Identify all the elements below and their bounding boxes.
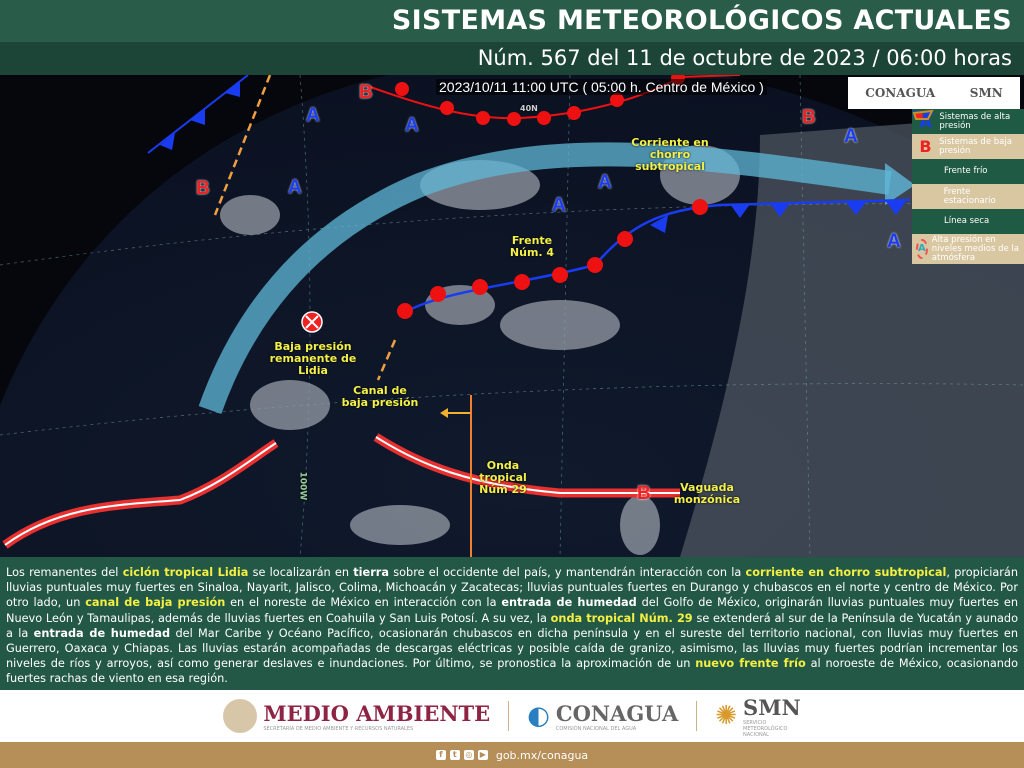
highlight: canal de baja presión — [85, 596, 226, 610]
high-pressure-symbol: A — [288, 177, 302, 198]
jet-stream-label: Corriente en chorro subtropical — [631, 136, 709, 173]
lidia-label: Baja presión remanente de Lidia — [269, 340, 357, 377]
legend-label: Alta presión en niveles medios de la atm… — [931, 234, 1019, 263]
lon-label: 100W — [297, 471, 308, 501]
highlight: ciclón tropical Lidia — [122, 566, 249, 579]
tropical-wave-label: Onda tropical Núm 29 — [479, 459, 527, 496]
text: sobre el occidente del país, y mantendrá… — [388, 566, 746, 579]
divider — [696, 701, 698, 731]
conagua-subtext: COMISIÓN NACIONAL DEL AGUA — [555, 725, 637, 732]
smn-text: SMN — [743, 694, 801, 720]
highlight: nuevo frente frío — [695, 657, 806, 671]
mid-level-high-icon: A — [916, 239, 928, 259]
jet-stream-arrowhead — [885, 163, 915, 205]
text: se extenderá al sur de la Península de Y… — [6, 611, 1018, 640]
low-pressure-symbol: B — [637, 483, 651, 504]
text: se localizarán en — [248, 566, 354, 579]
legend-item-stationary-front: Frente estacionario — [912, 109, 1024, 209]
high-pressure-symbol: A — [405, 115, 419, 136]
high-pressure-symbol: A — [552, 195, 566, 216]
smn-spiral-icon: ✺ — [715, 701, 738, 731]
legend-item-mid-high: A Alta presión en niveles medios de la at… — [912, 234, 1024, 264]
jet-stream — [198, 142, 892, 414]
high-pressure-symbol: A — [598, 172, 612, 193]
text: del Mar Caribe y Océano Pacífico, ocasio… — [6, 626, 1018, 671]
text: Los remanentes del — [6, 566, 123, 579]
footer-logos: MEDIO AMBIENTE SECRETARÍA DE MEDIO AMBIEN… — [0, 690, 1024, 742]
bulletin-subtitle: Núm. 567 del 11 de octubre de 2023 / 06:… — [0, 42, 1024, 75]
legend-label: Sistemas de alta presión — [939, 111, 1011, 131]
top-logos: CONAGUA SMN — [848, 77, 1020, 109]
nw-cold-front-triangles — [160, 81, 240, 150]
conagua-text: CONAGUA — [555, 700, 679, 726]
medio-ambiente-logo: MEDIO AMBIENTE SECRETARÍA DE MEDIO AMBIEN… — [223, 699, 490, 733]
monsoon-trough-label: Vaguada monzónica — [673, 481, 741, 506]
text: del Golfo de México, originarán lluvias … — [6, 596, 1018, 625]
lidia-low-symbol — [301, 311, 323, 333]
lat-label: 40N — [520, 104, 538, 113]
website-link[interactable]: gob.mx/conagua — [495, 748, 589, 762]
text: al noroeste de México, ocasionando fuert… — [6, 657, 1019, 686]
instagram-icon[interactable]: ◎ — [463, 750, 474, 760]
canal-label: Canal de baja presión — [341, 384, 419, 409]
highlight: onda tropical Núm. 29 — [550, 611, 693, 625]
smn-logo: SMN — [969, 86, 1003, 100]
text: en el noreste de México en interacción c… — [225, 596, 502, 610]
divider — [508, 701, 510, 731]
bold-text: entrada de humedad — [33, 626, 171, 640]
front-label: Frente Núm. 4 — [509, 234, 555, 259]
low-pressure-icon: B — [919, 137, 932, 156]
conagua-logo: ◐ CONAGUA COMISIÓN NACIONAL DEL AGUA — [527, 701, 678, 732]
bold-text: entrada de humedad — [501, 596, 637, 610]
mexico-seal-icon — [223, 699, 258, 733]
medio-ambiente-subtext: SECRETARÍA DE MEDIO AMBIENTE Y RECURSOS … — [263, 725, 414, 732]
high-pressure-symbol: A — [887, 231, 901, 252]
bold-text: tierra — [353, 566, 389, 579]
legend-label: Frente frío — [944, 166, 988, 176]
cold-front-triangles — [650, 200, 907, 233]
legend-item-cold-front: Frente frío — [912, 111, 1024, 184]
legend-item-low: B Sistemas de baja presión — [912, 134, 1024, 159]
forecast-description: Los remanentes del ciclón tropical Lidia… — [0, 557, 1024, 690]
conagua-logo: CONAGUA — [865, 86, 936, 100]
north-front-bumps — [395, 75, 685, 126]
footer-bar: f t ◎ ▶ gob.mx/conagua — [0, 742, 1024, 768]
medio-ambiente-text: MEDIO AMBIENTE — [263, 700, 491, 726]
highlight: corriente en chorro subtropical — [745, 566, 947, 579]
monsoon-trough-inner — [4, 436, 680, 546]
legend: A Sistemas de alta presión B Sistemas de b… — [912, 109, 1024, 264]
page-title: SISTEMAS METEOROLÓGICOS ACTUALES — [0, 0, 1024, 42]
satellite-map: 2023/10/11 11:00 UTC ( 05:00 h. Centro d… — [0, 75, 1024, 557]
twitter-icon[interactable]: t — [449, 750, 460, 760]
canal-dry-line — [376, 339, 397, 381]
smn-logo: ✺ SMN SERVICIO METEOROLÓGICO NACIONAL — [715, 695, 800, 738]
legend-label: Sistemas de baja presión — [939, 136, 1012, 156]
satellite-timestamp: 2023/10/11 11:00 UTC ( 05:00 h. Centro d… — [436, 79, 767, 95]
high-pressure-symbol: A — [844, 126, 858, 147]
legend-label: Línea seca — [944, 216, 990, 226]
low-pressure-symbol: B — [802, 107, 816, 128]
high-pressure-symbol: A — [306, 105, 320, 126]
smn-subtext: SERVICIO METEOROLÓGICO NACIONAL — [743, 719, 788, 738]
facebook-icon[interactable]: f — [435, 750, 446, 760]
warm-front-bumps — [397, 199, 708, 319]
low-pressure-symbol: B — [359, 82, 373, 103]
youtube-icon[interactable]: ▶ — [477, 750, 488, 760]
legend-item-dry-line: Línea seca — [912, 109, 1024, 234]
tropical-wave-arrowhead — [440, 408, 448, 418]
legend-label: Frente estacionario — [943, 186, 996, 206]
text: , propiciarán lluvias puntuales muy fuer… — [6, 566, 1018, 610]
low-pressure-symbol: B — [196, 178, 210, 199]
conagua-wave-icon: ◐ — [527, 701, 550, 731]
